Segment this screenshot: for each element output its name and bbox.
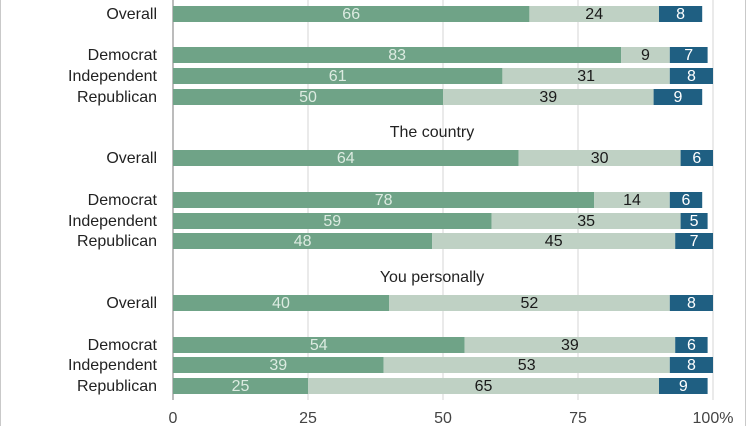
data-label: 5	[690, 213, 699, 230]
bar-segment	[518, 150, 681, 166]
data-label: 31	[577, 68, 595, 85]
row-label: Overall	[106, 295, 157, 312]
data-label: 59	[323, 213, 341, 230]
bar-segment	[432, 233, 676, 249]
data-label: 54	[310, 337, 328, 354]
section-heading: You personally	[380, 269, 484, 286]
x-tick-label: 50	[434, 410, 452, 426]
bar-segment	[594, 192, 670, 208]
bar-segment	[491, 213, 681, 229]
bar-segment	[173, 47, 622, 63]
bar-segment	[173, 192, 595, 208]
row-label: Independent	[68, 357, 158, 374]
bar-segment	[173, 89, 443, 105]
data-label: 35	[577, 213, 595, 230]
x-tick-label: 100%	[693, 410, 734, 426]
bar-segment	[675, 337, 708, 353]
data-label: 9	[673, 89, 682, 106]
data-label: 83	[388, 47, 406, 64]
bar-segment	[680, 213, 708, 229]
data-label: 52	[521, 295, 539, 312]
bar-segment	[669, 68, 713, 84]
bar-segment	[173, 337, 465, 353]
bar-segment	[173, 378, 308, 394]
data-label: 39	[561, 337, 579, 354]
row-label: Overall	[106, 6, 157, 23]
bar-segment	[464, 337, 676, 353]
data-label: 64	[337, 150, 355, 167]
data-label: 24	[585, 6, 603, 23]
bar-segment	[389, 295, 670, 311]
data-label: 6	[687, 337, 696, 354]
data-label: 66	[342, 6, 360, 23]
bar-segment	[669, 357, 713, 373]
row-label: Democrat	[88, 192, 158, 209]
data-label: 6	[682, 192, 691, 209]
x-tick-label: 0	[169, 410, 178, 426]
row-label: Republican	[77, 378, 157, 395]
bar-segment	[621, 47, 670, 63]
left-frame-line	[0, 0, 1, 426]
data-label: 7	[690, 233, 699, 250]
row-label: Democrat	[88, 47, 158, 64]
x-tick-label: 75	[569, 410, 587, 426]
bar-segment	[529, 6, 659, 22]
row-label: Republican	[77, 89, 157, 106]
data-label: 53	[518, 357, 536, 374]
bar-segment	[173, 213, 492, 229]
data-label: 61	[329, 68, 347, 85]
bar-segment	[383, 357, 670, 373]
data-label: 65	[475, 378, 493, 395]
data-label: 39	[539, 89, 557, 106]
bar-segment	[669, 47, 708, 63]
x-tick-label: 25	[299, 410, 317, 426]
bar-segment	[173, 150, 519, 166]
row-label: Republican	[77, 233, 157, 250]
row-label: Overall	[106, 150, 157, 167]
data-label: 78	[375, 192, 393, 209]
bar-segment	[308, 378, 659, 394]
data-label: 8	[687, 357, 696, 374]
data-label: 45	[545, 233, 563, 250]
row-label: Independent	[68, 68, 158, 85]
bar-segment	[669, 295, 713, 311]
data-label: 8	[676, 6, 685, 23]
bar-segment	[173, 295, 389, 311]
bar-segment	[680, 150, 713, 166]
bar-segment	[173, 6, 530, 22]
row-label: Democrat	[88, 337, 158, 354]
bar-segment	[659, 378, 708, 394]
bar-segment	[669, 192, 703, 208]
data-label: 7	[684, 47, 693, 64]
bar-segment	[173, 357, 384, 373]
bar-segment	[443, 89, 654, 105]
data-label: 30	[591, 150, 609, 167]
data-label: 25	[232, 378, 250, 395]
bar-segment	[675, 233, 713, 249]
data-label: 39	[269, 357, 287, 374]
data-label: 8	[687, 68, 696, 85]
right-frame-line	[745, 0, 746, 426]
bar-segment	[173, 68, 503, 84]
data-label: 14	[623, 192, 641, 209]
x-axis-ticks: 0 25 50 75 100%	[169, 410, 734, 426]
data-label: 9	[679, 378, 688, 395]
data-label: 48	[294, 233, 312, 250]
bar-segment	[659, 6, 703, 22]
data-label: 50	[299, 89, 317, 106]
data-label: 40	[272, 295, 290, 312]
bar-segment	[173, 233, 433, 249]
bar-segment	[653, 89, 703, 105]
bar-segment	[502, 68, 670, 84]
data-label: 6	[692, 150, 701, 167]
section-heading: The country	[390, 124, 474, 141]
data-label: 9	[641, 47, 650, 64]
row-label: Independent	[68, 213, 158, 230]
data-label: 8	[687, 295, 696, 312]
